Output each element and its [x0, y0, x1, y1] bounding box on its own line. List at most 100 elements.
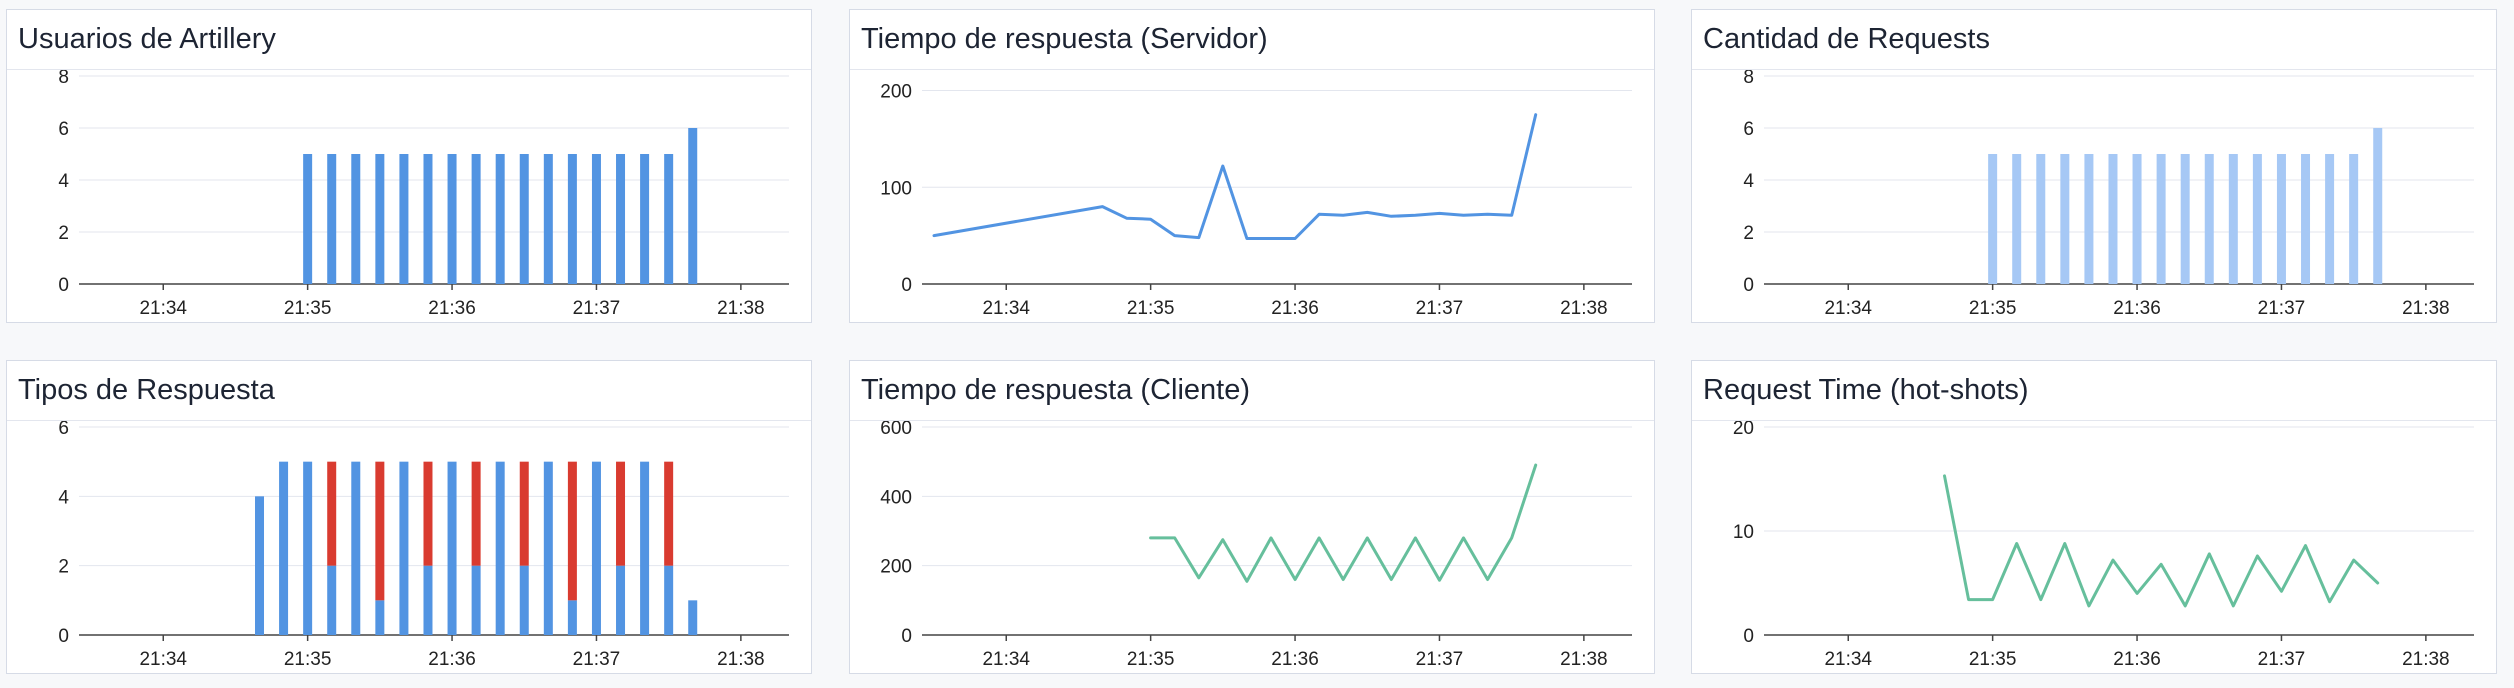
- x-tick-label: 21:38: [2402, 649, 2450, 670]
- bar: [351, 154, 361, 284]
- bar-segment: [640, 461, 650, 635]
- y-tick-label: 4: [1743, 171, 1754, 192]
- bar-chart-usuarios: 0 2 4 6 8 21:34 21:35 21:36 21:37 21:38: [58, 70, 789, 319]
- y-tick-label: 0: [1743, 275, 1754, 296]
- x-tick-label: 21:34: [1824, 649, 1872, 670]
- panel-cantidad-requests: Cantidad de Requests 0 2 4 6 8 21:34 21:35 21:3…: [1691, 9, 2497, 323]
- y-tick-label: 0: [901, 626, 912, 647]
- x-tick-label: 21:34: [139, 649, 187, 670]
- bar-segment: [255, 496, 265, 635]
- bar-segment: [327, 461, 337, 566]
- y-tick-label: 600: [880, 421, 912, 439]
- panel-tiempo-respuesta-cliente: Tiempo de respuesta (Cliente) 0 200 400 600…: [849, 360, 1655, 674]
- bar-segment: [616, 565, 626, 635]
- panel-usuarios-artillery: Usuarios de Artillery 0 2 4 6 8 21:34 21:35 21:…: [6, 9, 812, 323]
- bar-segment: [471, 461, 481, 566]
- bar: [543, 154, 553, 284]
- x-tick-label: 21:35: [1127, 649, 1175, 670]
- bar-segment: [303, 461, 313, 635]
- x-tick-label: 21:37: [573, 298, 621, 319]
- panel-header[interactable]: Tiempo de respuesta (Servidor): [850, 10, 1654, 70]
- y-tick-label: 10: [1733, 522, 1754, 543]
- bar: [567, 154, 577, 284]
- bar: [375, 154, 385, 284]
- bar-chart-requests: 0 2 4 6 8 21:34 21:35 21:36 21:37 21:38: [1743, 70, 2474, 319]
- y-tick-label: 20: [1733, 421, 1754, 439]
- x-tick-label: 21:36: [2113, 649, 2161, 670]
- x-tick-label: 21:36: [2113, 298, 2161, 319]
- panel-request-time-hot-shots: Request Time (hot-shots) 0 10 20 21:34 21:35…: [1691, 360, 2497, 674]
- x-tick-label: 21:34: [982, 298, 1030, 319]
- bar-segment: [423, 565, 433, 635]
- bar: [2036, 154, 2046, 284]
- panel-header[interactable]: Tiempo de respuesta (Cliente): [850, 361, 1654, 421]
- bar-segment: [543, 461, 553, 635]
- bar: [2373, 128, 2383, 284]
- panel-title: Cantidad de Requests: [1703, 23, 1990, 55]
- panel-title: Usuarios de Artillery: [18, 23, 276, 55]
- bar: [471, 154, 481, 284]
- panel-tipos-respuesta: Tipos de Respuesta 0 2 4 6 21:34 21:35 21:36 21…: [6, 360, 812, 674]
- panel-header[interactable]: Tipos de Respuesta: [7, 361, 811, 421]
- bar-segment: [471, 565, 481, 635]
- x-tick-label: 21:35: [1969, 298, 2017, 319]
- bar: [2012, 154, 2022, 284]
- x-tick-label: 21:37: [2258, 298, 2306, 319]
- bar-segment: [495, 461, 505, 635]
- bar: [1988, 154, 1998, 284]
- y-tick-label: 6: [1743, 119, 1754, 140]
- bar-segment: [664, 461, 674, 566]
- panel-header[interactable]: Cantidad de Requests: [1692, 10, 2496, 70]
- stacked-bar-chart-tipos: 0 2 4 6 21:34 21:35 21:36 21:37 21:38: [58, 421, 789, 670]
- panel-title: Tiempo de respuesta (Cliente): [861, 374, 1250, 406]
- bar: [688, 128, 698, 284]
- y-tick-label: 2: [58, 557, 69, 578]
- chart-area: 0 2 4 6 21:34 21:35 21:36 21:37 21:38: [7, 421, 811, 673]
- bar-segment: [664, 565, 674, 635]
- line-chart-servidor: 0 100 200 21:34 21:35 21:36 21:37 21:38: [880, 82, 1632, 319]
- x-tick-label: 21:38: [1560, 649, 1608, 670]
- x-tick-label: 21:38: [1560, 298, 1608, 319]
- y-tick-label: 400: [880, 487, 912, 508]
- x-tick-label: 21:38: [717, 298, 765, 319]
- bar: [2349, 154, 2359, 284]
- bar: [2325, 154, 2335, 284]
- bar: [616, 154, 626, 284]
- bar-segment: [351, 461, 361, 635]
- y-tick-label: 200: [880, 82, 912, 103]
- line-chart-hot-shots: 0 10 20 21:34 21:35 21:36 21:37 21:38: [1733, 421, 2474, 670]
- bar-segment: [616, 461, 626, 566]
- x-tick-label: 21:36: [1271, 649, 1319, 670]
- series-line: [932, 113, 1538, 240]
- y-tick-label: 6: [58, 421, 69, 439]
- y-tick-label: 4: [58, 487, 69, 508]
- panel-tiempo-respuesta-servidor: Tiempo de respuesta (Servidor) 0 100 200 21…: [849, 9, 1655, 323]
- bar: [2252, 154, 2262, 284]
- y-tick-label: 6: [58, 119, 69, 140]
- bar: [2108, 154, 2118, 284]
- bar: [495, 154, 505, 284]
- bar: [2132, 154, 2142, 284]
- x-tick-label: 21:37: [573, 649, 621, 670]
- x-tick-label: 21:37: [2258, 649, 2306, 670]
- bar-segment: [591, 461, 601, 635]
- series-line: [1149, 463, 1538, 583]
- y-tick-label: 2: [1743, 223, 1754, 244]
- x-tick-label: 21:37: [1416, 649, 1464, 670]
- y-tick-label: 0: [1743, 626, 1754, 647]
- x-tick-label: 21:35: [284, 649, 332, 670]
- chart-area: 0 2 4 6 8 21:34 21:35 21:36 21:37 21:38: [7, 70, 811, 322]
- bar-segment: [423, 461, 433, 566]
- bar-segment: [327, 565, 337, 635]
- panel-title: Request Time (hot-shots): [1703, 374, 2029, 406]
- bar-segment: [375, 461, 385, 601]
- bar: [2084, 154, 2094, 284]
- x-tick-label: 21:36: [428, 649, 476, 670]
- panel-header[interactable]: Request Time (hot-shots): [1692, 361, 2496, 421]
- bar-segment: [399, 461, 409, 635]
- panel-header[interactable]: Usuarios de Artillery: [7, 10, 811, 70]
- x-tick-label: 21:37: [1416, 298, 1464, 319]
- x-tick-label: 21:38: [717, 649, 765, 670]
- bar-segment: [567, 461, 577, 601]
- bar: [2228, 154, 2238, 284]
